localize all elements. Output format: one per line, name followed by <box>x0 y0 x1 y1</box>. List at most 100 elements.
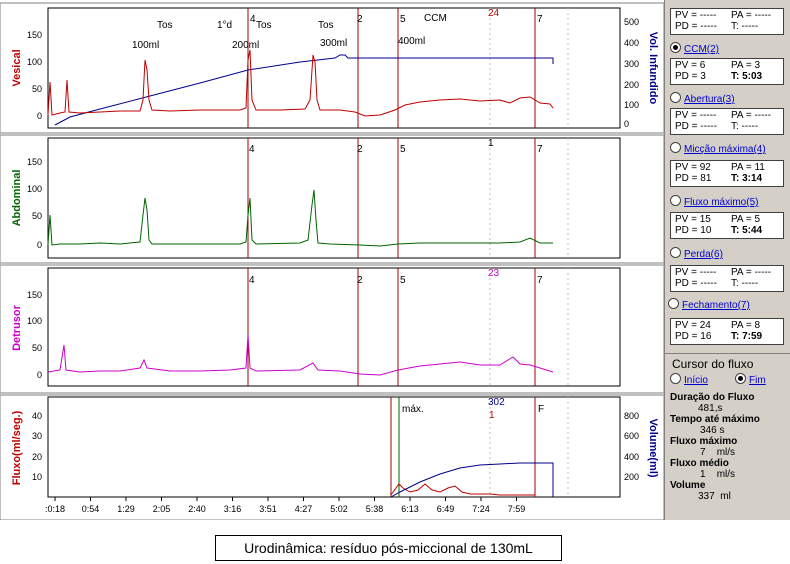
vesical-ytick: 0 <box>37 111 42 121</box>
radio-fluxo-maximo[interactable]: Fluxo máximo(5) <box>670 195 758 208</box>
detrusor-ytick: 50 <box>32 343 42 353</box>
duracao-unit: s <box>717 403 723 414</box>
t-value: T: ----- <box>731 21 759 32</box>
t-value: T: ----- <box>731 278 759 289</box>
radio-fechamento-label: Fechamento(7) <box>682 300 750 311</box>
pv-value: PV = 6 <box>675 60 706 71</box>
fluxo-ytick: 20 <box>32 452 42 462</box>
marker-4: 4 <box>249 275 255 286</box>
time-tick-label: 0:54 <box>82 504 100 514</box>
result-box-miccao: PV = 92 PA = 11 PD = 81 T: 3:14 <box>670 160 784 187</box>
pv-value: PV = 24 <box>675 320 711 331</box>
pv-value: PV = ----- <box>675 10 717 21</box>
radio-fechamento[interactable]: Fechamento(7) <box>668 298 750 311</box>
detrusor-label: Detrusor <box>11 304 23 351</box>
result-box-perda: PV = ----- PA = ----- PD = ----- T: ----… <box>670 265 784 292</box>
time-tick-label: 3:51 <box>259 504 277 514</box>
event-annotation: CCM <box>424 13 447 24</box>
urodynamics-chart-area: 150 100 50 0 150 100 50 0 150 100 50 0 4… <box>0 2 664 520</box>
volume-ytick: 100 <box>624 100 639 110</box>
marker-5: 5 <box>400 275 406 286</box>
fluxo-volume-ytick: 800 <box>624 411 639 421</box>
fluxo-volume-ytick: 400 <box>624 452 639 462</box>
marker-4: 4 <box>250 14 256 25</box>
t-value: T: 5:44 <box>731 225 763 236</box>
figure-caption: Urodinâmica: resíduo pós-miccional de 13… <box>215 535 562 561</box>
t-value: T: ----- <box>731 121 759 132</box>
result-box-fluxo: PV = 15 PA = 5 PD = 10 T: 5:44 <box>670 212 784 239</box>
radio-dot-icon <box>670 195 681 206</box>
time-tick-label: 7:59 <box>508 504 526 514</box>
cursor-title: Cursor do fluxo <box>672 357 754 371</box>
voided-volume-trace <box>390 462 554 498</box>
fluxomed-label: Fluxo médio <box>670 458 729 469</box>
pa-value: PA = ----- <box>731 10 772 21</box>
abdominal-ytick: 100 <box>27 184 42 194</box>
radio-abertura-label: Abertura(3) <box>684 94 735 105</box>
tempo-label: Tempo até máximo <box>670 414 760 425</box>
time-tick-label: 2:05 <box>153 504 171 514</box>
radio-perda[interactable]: Perda(6) <box>670 247 723 260</box>
divider <box>664 353 790 354</box>
marker-23: 23 <box>488 268 500 279</box>
t-value: T: 5:03 <box>731 71 763 82</box>
t-value: T: 3:14 <box>731 173 763 184</box>
abdominal-trace <box>47 189 553 247</box>
duracao-label: Duração do Fluxo <box>670 392 755 403</box>
time-tick-label: 5:38 <box>366 504 384 514</box>
fluxomax-unit: ml/s <box>716 447 736 458</box>
detrusor-ytick: 100 <box>27 316 42 326</box>
marker-2: 2 <box>357 14 363 25</box>
duracao-value: 481 <box>698 403 715 414</box>
fluxomed-unit: ml/s <box>716 469 736 480</box>
radio-dot-icon <box>670 92 681 103</box>
marker-f: F <box>538 404 544 415</box>
abdominal-ytick: 150 <box>27 157 42 167</box>
result-box-fechamento: PV = 24 PA = 8 PD = 16 T: 7:59 <box>670 318 784 345</box>
radio-dot-icon <box>735 373 746 384</box>
radio-fim[interactable]: Fim <box>735 373 766 386</box>
vesical-ytick: 50 <box>32 84 42 94</box>
fluxo-ytick: 30 <box>32 431 42 441</box>
event-annotation: Tos <box>157 20 173 31</box>
marker-24: 24 <box>488 8 500 19</box>
marker-302: 302 <box>488 397 505 408</box>
fluxomed-value: 1 <box>700 469 706 480</box>
panel-abdominal <box>0 134 664 264</box>
radio-abertura[interactable]: Abertura(3) <box>670 92 735 105</box>
radio-ccm[interactable]: CCM(2) <box>670 42 719 55</box>
time-tick-label: 5:02 <box>330 504 348 514</box>
time-tick-label: 3:16 <box>224 504 242 514</box>
marker-5: 5 <box>400 14 406 25</box>
fluxomax-value: 7 <box>700 447 706 458</box>
time-tick-label: 6:13 <box>401 504 419 514</box>
volume-ytick: 0 <box>624 119 629 129</box>
marker-max: máx. <box>402 404 424 415</box>
pa-value: PA = 3 <box>731 60 761 71</box>
marker-7: 7 <box>537 275 543 286</box>
fluxo-ytick: 10 <box>32 472 42 482</box>
result-box-top: PV = ----- PA = ----- PD = ----- T: ----… <box>670 8 784 35</box>
pa-value: PA = ----- <box>731 267 772 278</box>
result-box-abertura: PV = ----- PA = ----- PD = ----- T: ----… <box>670 108 784 135</box>
pv-value: PV = 92 <box>675 162 711 173</box>
radio-dot-icon <box>670 42 681 53</box>
pv-value: PV = ----- <box>675 110 717 121</box>
radio-dot-icon <box>668 298 679 309</box>
pa-value: PA = 8 <box>731 320 761 331</box>
vol-infundido-label: Vol. Infundido <box>647 32 659 105</box>
radio-inicio[interactable]: Início <box>670 373 708 386</box>
pd-value: PD = 3 <box>675 71 706 82</box>
grid-lines <box>489 8 569 497</box>
volume-ytick: 500 <box>624 17 639 27</box>
radio-ccm-label: CCM(2) <box>684 44 719 55</box>
pd-value: PD = ----- <box>675 21 717 32</box>
pa-value: PA = ----- <box>731 110 772 121</box>
radio-miccao-maxima[interactable]: Micção máxima(4) <box>670 142 766 155</box>
detrusor-ytick: 150 <box>27 290 42 300</box>
event-annotation: 200ml <box>232 40 259 51</box>
pd-value: PD = ----- <box>675 278 717 289</box>
pd-value: PD = ----- <box>675 121 717 132</box>
detrusor-ytick: 0 <box>37 370 42 380</box>
abdominal-ytick: 0 <box>37 240 42 250</box>
